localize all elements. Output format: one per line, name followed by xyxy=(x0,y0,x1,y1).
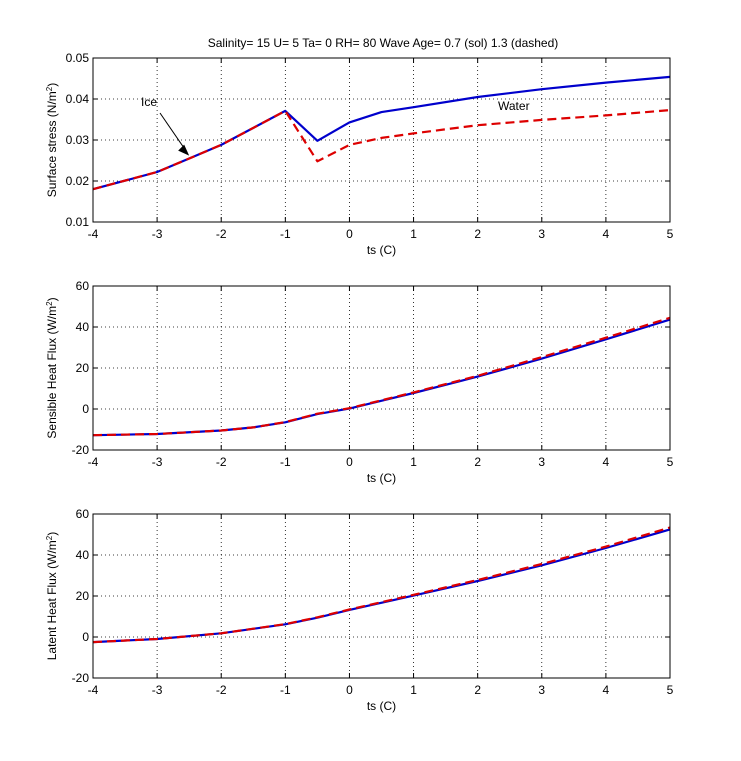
x-tick-label: 3 xyxy=(538,227,545,241)
panels: -4 -3 -2 -1 0 1 2 3 4 5 0.01 0.02 0.03 0.04 0.05 ts (C)… xyxy=(45,51,674,713)
x-tick-label: 1 xyxy=(410,455,417,469)
x-tick-label: -1 xyxy=(280,227,291,241)
chart-panel-1: -4 -3 -2 -1 0 1 2 3 4 5 0.01 0.02 0.03 0.04 0.05 ts (C)… xyxy=(45,51,674,257)
y-tick-label: 40 xyxy=(76,548,90,562)
y-tick-label: 20 xyxy=(76,361,90,375)
y-axis-label: Latent Heat Flux (W/m2) xyxy=(45,532,60,661)
y-tick-label: -20 xyxy=(72,443,90,457)
x-tick-label: 1 xyxy=(410,227,417,241)
series-line-dashed xyxy=(92,316,671,437)
chart-panel-2: -4 -3 -2 -1 0 1 2 3 4 5 -20 0 20 40 60 ts (C) Sensible H… xyxy=(45,279,674,485)
annotation-water-label: Water xyxy=(498,99,530,113)
x-tick-label: 2 xyxy=(474,455,481,469)
x-tick-label: -3 xyxy=(152,683,163,697)
x-axis-label: ts (C) xyxy=(367,471,396,485)
x-tick-label: 5 xyxy=(667,227,674,241)
x-tick-label: 0 xyxy=(346,455,353,469)
annotation-ice-label: Ice xyxy=(141,95,157,109)
x-tick-label: -3 xyxy=(152,227,163,241)
x-tick-label: 2 xyxy=(474,683,481,697)
x-tick-label: 4 xyxy=(603,683,610,697)
x-tick-label: -1 xyxy=(280,455,291,469)
y-tick-label: 20 xyxy=(76,589,90,603)
y-tick-label: -20 xyxy=(72,671,90,685)
x-tick-label: 5 xyxy=(667,455,674,469)
y-axis-label: Sensible Heat Flux (W/m2) xyxy=(45,297,60,438)
x-tick-label: 5 xyxy=(667,683,674,697)
y-tick-label: 60 xyxy=(76,507,90,521)
y-tick-label: 0.04 xyxy=(66,92,90,106)
y-tick-label: 0.05 xyxy=(66,51,90,65)
x-tick-label: 3 xyxy=(538,683,545,697)
x-tick-label: -4 xyxy=(88,227,99,241)
x-tick-label: -2 xyxy=(216,683,227,697)
y-tick-label: 0.03 xyxy=(66,133,90,147)
y-tick-label: 60 xyxy=(76,279,90,293)
y-tick-label: 0 xyxy=(82,630,89,644)
y-tick-label: 0.02 xyxy=(66,174,90,188)
x-tick-label: 1 xyxy=(410,683,417,697)
y-tick-label: 0 xyxy=(82,402,89,416)
x-tick-label: 4 xyxy=(603,227,610,241)
x-tick-label: 3 xyxy=(538,455,545,469)
series-line-dashed xyxy=(92,526,671,644)
annotation-arrow xyxy=(159,112,188,153)
chart-panel-3: -4 -3 -2 -1 0 1 2 3 4 5 -20 0 20 40 60 ts (C) Latent Hea… xyxy=(45,507,674,713)
series-line-dashed xyxy=(92,109,671,191)
y-axis-label: Surface stress (N/m2) xyxy=(45,83,60,197)
x-axis-label: ts (C) xyxy=(367,699,396,713)
x-tick-label: 0 xyxy=(346,227,353,241)
x-axis-label: ts (C) xyxy=(367,243,396,257)
figure-title: Salinity= 15 U= 5 Ta= 0 RH= 80 Wave Age=… xyxy=(208,36,559,50)
x-tick-label: 4 xyxy=(603,455,610,469)
x-tick-label: -2 xyxy=(216,227,227,241)
x-tick-label: -2 xyxy=(216,455,227,469)
x-tick-label: -3 xyxy=(152,455,163,469)
y-tick-label: 0.01 xyxy=(66,215,90,229)
annotation-arrowhead xyxy=(178,144,190,156)
x-tick-label: 0 xyxy=(346,683,353,697)
x-tick-label: 2 xyxy=(474,227,481,241)
x-tick-label: -4 xyxy=(88,683,99,697)
y-tick-label: 40 xyxy=(76,320,90,334)
x-tick-label: -4 xyxy=(88,455,99,469)
x-tick-label: -1 xyxy=(280,683,291,697)
